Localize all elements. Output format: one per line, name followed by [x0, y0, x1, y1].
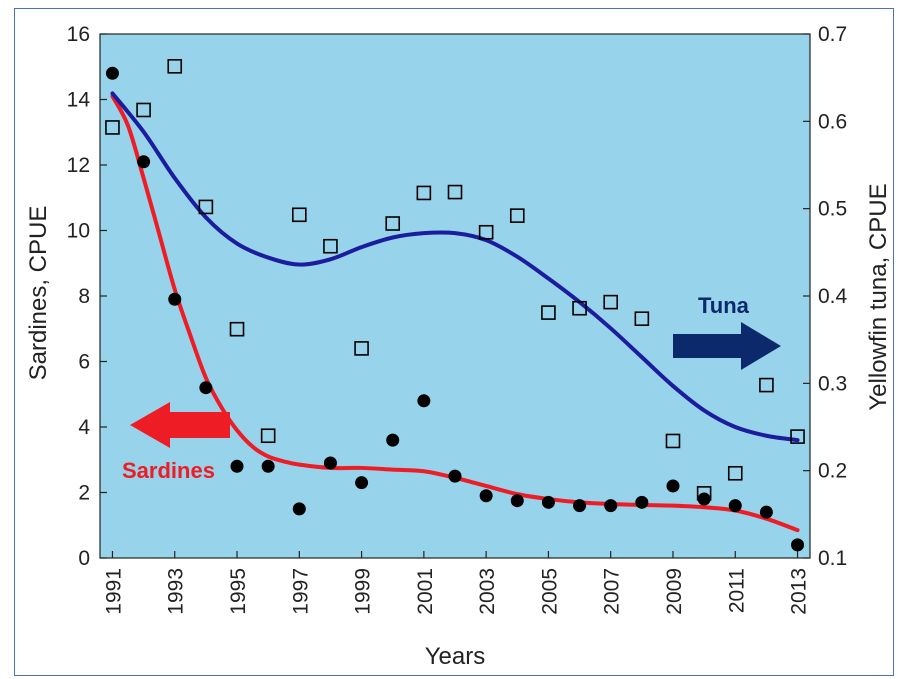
- tuna-point: [634, 311, 650, 327]
- sardines-point: [417, 394, 431, 408]
- tuna-point: [478, 224, 494, 240]
- x-tick-label: 2011: [725, 568, 748, 613]
- right-tick-label: 0.2: [818, 460, 847, 483]
- sardines-point: [573, 499, 587, 513]
- left-tick-label: 10: [67, 220, 90, 243]
- trend-lines: [110, 91, 800, 533]
- x-tick-label: 2013: [788, 568, 811, 615]
- x-axis-title: Years: [425, 643, 486, 670]
- sardines-label: Sardines: [122, 458, 215, 483]
- tuna-point: [198, 199, 214, 215]
- left-axis-title: Sardines, CPUE: [25, 206, 52, 381]
- data-points: [105, 59, 805, 552]
- x-tick-label: 2003: [476, 568, 499, 615]
- sardines-point: [510, 494, 524, 508]
- tuna-point: [354, 341, 369, 356]
- tuna-point: [260, 428, 276, 444]
- tuna-label: Tuna: [698, 293, 750, 318]
- tuna-point: [416, 185, 432, 201]
- x-tick-label: 2007: [601, 568, 624, 615]
- tuna-point: [509, 208, 525, 223]
- right-tick-label: 0.1: [818, 547, 847, 570]
- x-tick-label: 1999: [352, 568, 375, 615]
- x-tick-label: 2001: [414, 568, 437, 615]
- left-tick-label: 16: [67, 23, 90, 46]
- right-tick-label: 0.3: [818, 372, 847, 395]
- left-tick-label: 6: [78, 351, 90, 374]
- sardines-point: [261, 459, 275, 473]
- right-tick-label: 0.7: [818, 23, 847, 46]
- tuna-point: [447, 184, 463, 200]
- sardines-point: [230, 459, 244, 473]
- tuna-point: [136, 102, 151, 118]
- sardines-trend-line: [110, 94, 800, 533]
- x-tick-label: 1997: [289, 568, 312, 615]
- right-tick-label: 0.6: [818, 110, 847, 133]
- x-tick-label: 2009: [663, 568, 686, 615]
- tuna-point: [291, 207, 307, 223]
- tuna-trend-line: [110, 91, 800, 443]
- x-tick-label: 1995: [227, 568, 250, 615]
- right-axis-title: Yellowfin tuna, CPUE: [865, 183, 892, 410]
- right-tick-label: 0.4: [818, 285, 848, 308]
- sardines-point: [137, 155, 151, 169]
- left-tick-label: 14: [67, 89, 91, 112]
- left-tick-label: 8: [78, 285, 90, 308]
- x-tick-label: 1991: [102, 568, 125, 615]
- tuna-point: [696, 486, 712, 501]
- tuna-point: [541, 305, 556, 320]
- sardines-point: [635, 495, 649, 509]
- x-tick-label: 2005: [538, 568, 561, 615]
- tuna-point: [167, 59, 183, 74]
- sardines-point: [168, 292, 182, 306]
- sardines-point: [666, 479, 680, 493]
- tuna-point: [727, 465, 743, 481]
- tuna-point: [603, 294, 619, 310]
- sardines-point: [355, 476, 369, 490]
- sardines-point: [791, 538, 805, 552]
- sardines-point: [105, 66, 119, 80]
- right-axis-ticks: 0.1 0.2 0.3 0.4 0.5 0.6 0.7: [803, 23, 848, 570]
- sardines-point: [199, 381, 213, 395]
- figure-frame: [14, 8, 894, 676]
- sardines-point: [759, 505, 773, 519]
- tuna-point: [759, 377, 774, 393]
- sardines-point: [386, 433, 400, 447]
- tuna-point: [105, 120, 120, 135]
- sardines-point: [728, 499, 742, 513]
- tuna-arrow: [673, 322, 781, 370]
- left-tick-label: 0: [78, 547, 90, 570]
- sardines-point: [604, 499, 618, 513]
- x-tick-label: 1993: [165, 568, 188, 615]
- sardines-point: [448, 469, 462, 483]
- tuna-point: [790, 429, 805, 444]
- sardines-point: [292, 502, 306, 516]
- sardines-point: [479, 489, 493, 503]
- right-tick-label: 0.5: [818, 198, 847, 221]
- tuna-point: [665, 433, 681, 449]
- left-axis-ticks: 0 2 4 6 8 10 12 14 16: [67, 23, 107, 570]
- sardines-point: [323, 456, 337, 470]
- tuna-point: [229, 321, 245, 337]
- left-tick-label: 4: [78, 416, 90, 439]
- sardines-point: [541, 495, 555, 509]
- sardines-point: [697, 492, 711, 506]
- tuna-point: [323, 238, 338, 254]
- sardines-arrow: [130, 402, 230, 448]
- x-axis-ticks: 1991 1993 1995 1997 1999 2001 2003 2005 2007 2009…: [102, 551, 811, 615]
- tuna-point: [572, 300, 587, 316]
- left-tick-label: 12: [67, 154, 90, 177]
- tuna-point: [385, 216, 401, 231]
- left-tick-label: 2: [78, 482, 90, 505]
